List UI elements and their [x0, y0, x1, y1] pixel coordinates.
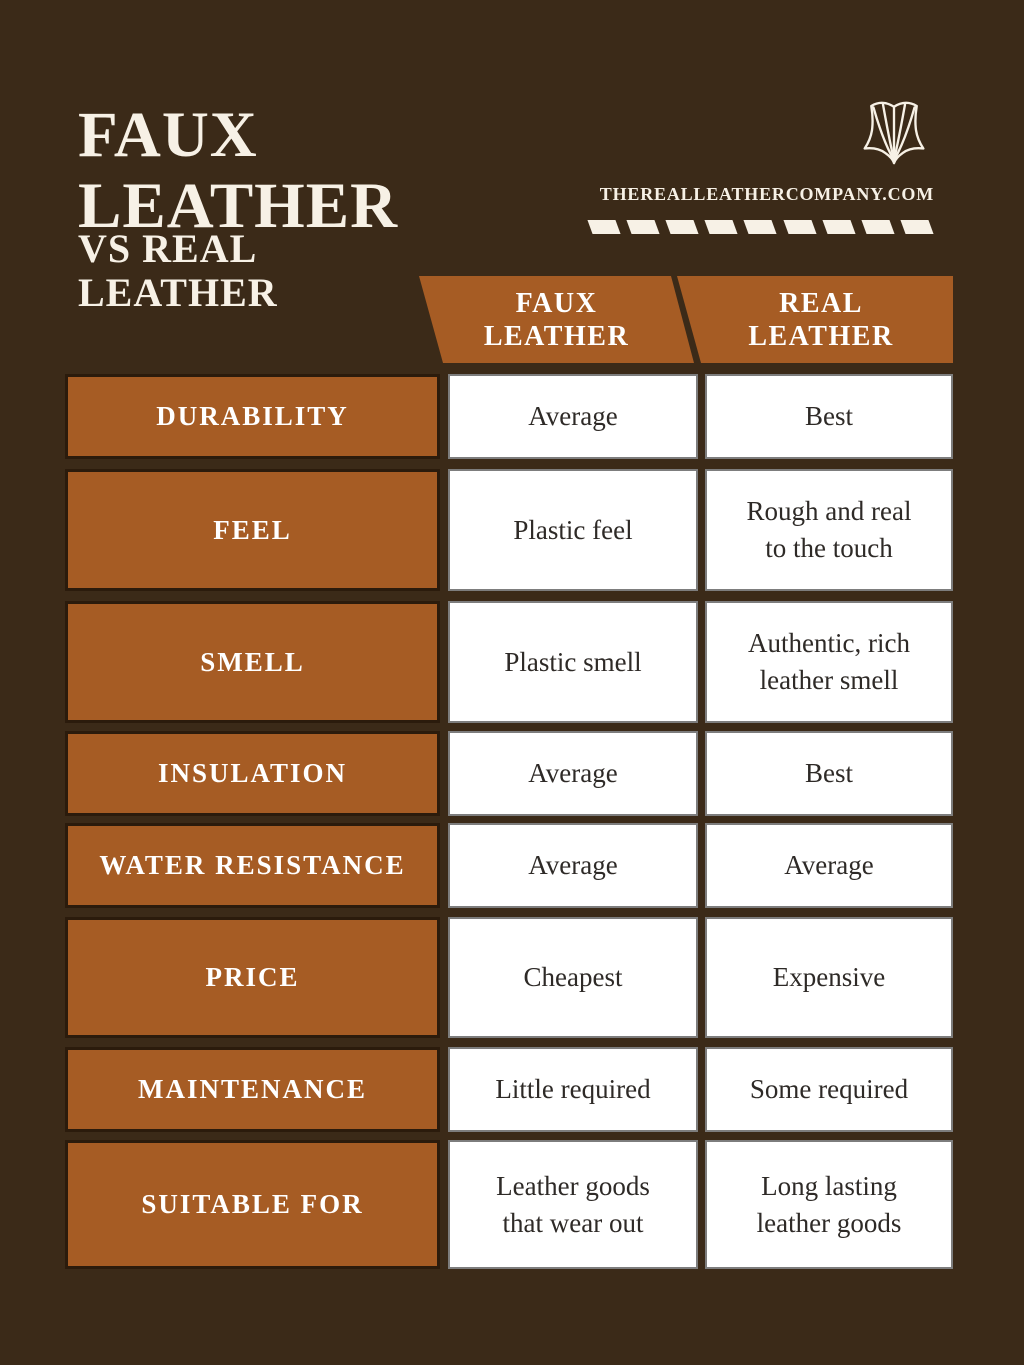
row-label: PRICE: [65, 917, 440, 1038]
dash-segment: [665, 220, 699, 234]
row-label: INSULATION: [65, 731, 440, 816]
real-value-cell: Average: [705, 823, 953, 908]
table-row: SMELL Plastic smell Authentic, rich leat…: [0, 601, 1024, 723]
faux-value-cell: Little required: [448, 1047, 698, 1132]
real-value-cell: Authentic, rich leather smell: [705, 601, 953, 723]
row-label: SMELL: [65, 601, 440, 723]
faux-value-cell: Average: [448, 823, 698, 908]
row-label: FEEL: [65, 469, 440, 591]
table-row: SUITABLE FOR Leather goods that wear out…: [0, 1140, 1024, 1269]
column-header-real-leather: REAL LEATHER: [677, 276, 953, 363]
dash-segment: [743, 220, 778, 234]
faux-value-cell: Cheapest: [448, 917, 698, 1038]
dash-segment: [861, 220, 895, 234]
real-value-cell: Rough and real to the touch: [705, 469, 953, 591]
dash-segment: [782, 220, 817, 234]
real-value-cell: Some required: [705, 1047, 953, 1132]
row-label: SUITABLE FOR: [65, 1140, 440, 1269]
page-subtitle: VS REAL LEATHER: [78, 226, 278, 316]
row-label: WATER RESISTANCE: [65, 823, 440, 908]
row-label: MAINTENANCE: [65, 1047, 440, 1132]
dash-segment: [704, 220, 738, 234]
real-value-cell: Long lasting leather goods: [705, 1140, 953, 1269]
faux-value-cell: Leather goods that wear out: [448, 1140, 698, 1269]
table-row: PRICE Cheapest Expensive: [0, 917, 1024, 1038]
real-value-cell: Expensive: [705, 917, 953, 1038]
column-header-faux-leather: FAUX LEATHER: [419, 276, 694, 363]
table-row: MAINTENANCE Little required Some require…: [0, 1047, 1024, 1132]
faux-value-cell: Average: [448, 731, 698, 816]
dash-segment: [822, 220, 856, 234]
table-row: FEEL Plastic feel Rough and real to the …: [0, 469, 1024, 591]
leather-hide-icon: [863, 101, 925, 165]
dash-segment: [587, 220, 621, 234]
dash-segment: [900, 220, 934, 234]
faux-value-cell: Plastic smell: [448, 601, 698, 723]
page-title: FAUX LEATHER: [78, 98, 399, 242]
real-value-cell: Best: [705, 731, 953, 816]
row-label: DURABILITY: [65, 374, 440, 459]
faux-value-cell: Average: [448, 374, 698, 459]
table-row: INSULATION Average Best: [0, 731, 1024, 816]
website-text: THEREALLEATHERCOMPANY.COM: [599, 184, 934, 204]
table-row: WATER RESISTANCE Average Average: [0, 823, 1024, 908]
table-row: DURABILITY Average Best: [0, 374, 1024, 459]
dashed-divider: [587, 220, 934, 234]
real-value-cell: Best: [705, 374, 953, 459]
dash-segment: [626, 220, 660, 234]
faux-value-cell: Plastic feel: [448, 469, 698, 591]
